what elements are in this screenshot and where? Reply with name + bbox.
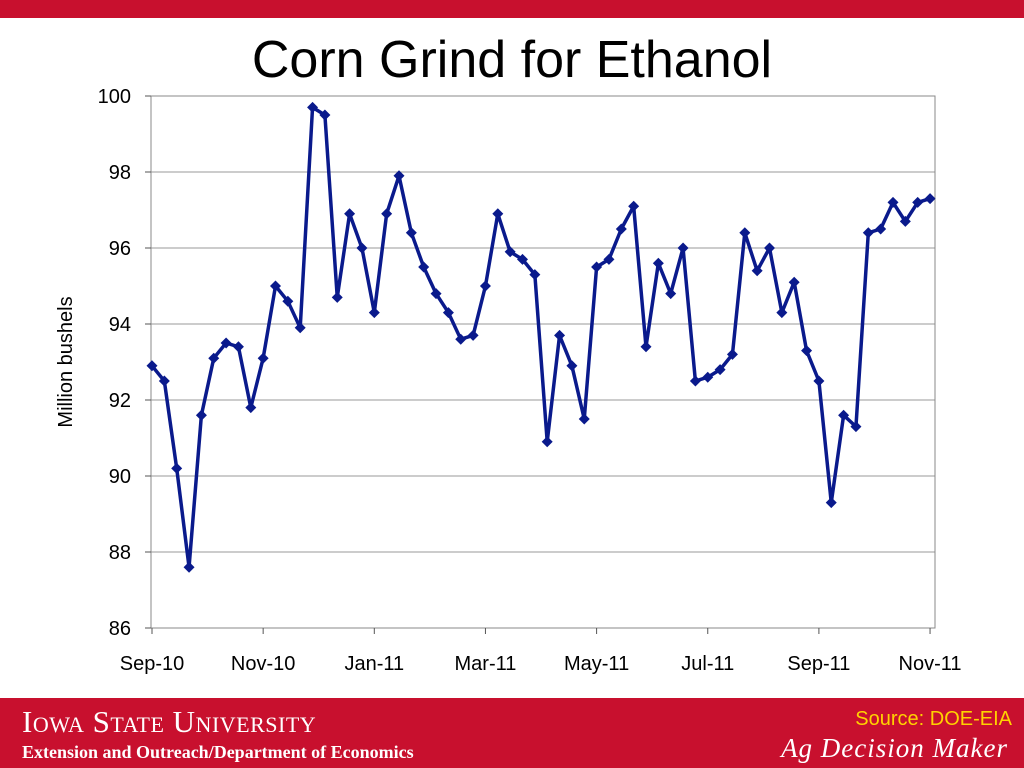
data-point: [887, 196, 899, 208]
data-point: [578, 413, 590, 425]
data-point: [146, 360, 158, 372]
series: [146, 101, 936, 573]
data-point: [442, 307, 454, 319]
data-point: [517, 253, 528, 265]
data-point: [393, 170, 405, 182]
data-point: [195, 409, 207, 421]
y-tick-label: 92: [109, 390, 131, 412]
data-point: [282, 295, 294, 307]
y-tick-label: 96: [109, 238, 131, 260]
brand-name: Ag Decision Maker: [781, 733, 1008, 763]
slide-title: Corn Grind for Ethanol: [251, 31, 773, 89]
data-point: [529, 269, 541, 281]
data-point: [344, 208, 356, 220]
data-point: [307, 101, 319, 113]
data-point: [492, 208, 504, 220]
data-point: [455, 333, 467, 345]
y-tick-label: 88: [109, 542, 131, 564]
line-chart: 86 88 90 92 94 96 98 100 Sep-10 Nov-10 Jan-11 Mar-…: [55, 86, 962, 675]
data-point: [294, 322, 306, 334]
x-tick-label: Sep-10: [120, 653, 185, 675]
data-point: [776, 307, 788, 319]
data-point: [220, 337, 232, 349]
data-point: [356, 242, 368, 254]
data-point: [541, 436, 553, 448]
x-tick-label: May-11: [564, 653, 629, 675]
data-point: [183, 561, 195, 573]
university-name: Iowa State University: [22, 704, 317, 739]
data-point: [875, 223, 887, 235]
footer-bar: [0, 698, 1024, 768]
data-point: [232, 341, 244, 353]
x-tick-label: Sep-11: [787, 653, 850, 675]
data-point: [603, 253, 615, 265]
department-name: Extension and Outreach/Department of Eco…: [22, 742, 414, 762]
data-point: [381, 208, 393, 220]
data-point: [270, 280, 281, 292]
data-point: [171, 462, 183, 474]
y-tick-label: 86: [109, 618, 131, 640]
data-point: [405, 227, 417, 239]
data-point: [912, 196, 924, 208]
data-point: [739, 227, 751, 239]
data-point: [813, 375, 825, 387]
x-axis: Sep-10 Nov-10 Jan-11 Mar-11 May-11 Jul-11 Sep-…: [120, 628, 962, 675]
data-point: [430, 288, 442, 300]
data-point: [628, 200, 640, 212]
y-tick-label: 98: [109, 162, 131, 184]
data-point: [479, 280, 491, 292]
top-accent-bar: [0, 0, 1024, 18]
data-point: [652, 257, 664, 269]
data-point: [331, 291, 343, 303]
x-tick-label: Nov-11: [899, 653, 962, 675]
data-point: [862, 227, 874, 239]
y-tick-label: 94: [109, 314, 131, 336]
series-line: [150, 105, 931, 569]
data-point: [158, 375, 170, 387]
data-point: [554, 329, 566, 341]
x-tick-label: Jan-11: [344, 653, 404, 675]
data-point: [838, 409, 850, 421]
y-axis-label: Million bushels: [55, 296, 77, 427]
data-point: [640, 341, 652, 353]
data-point: [665, 288, 677, 300]
x-tick-label: Jul-11: [681, 653, 734, 675]
y-axis: 86 88 90 92 94 96 98 100: [98, 86, 151, 640]
data-point: [726, 348, 738, 360]
data-point: [788, 276, 800, 288]
data-point: [677, 242, 689, 254]
data-point: [825, 497, 837, 509]
data-point: [615, 223, 627, 235]
data-point: [850, 421, 862, 433]
data-point: [764, 242, 775, 254]
data-point: [319, 109, 331, 121]
source-note: Source: DOE-EIA: [855, 708, 1012, 730]
x-tick-label: Nov-10: [231, 653, 295, 675]
data-point: [257, 352, 269, 364]
data-point: [245, 402, 257, 414]
data-point: [504, 246, 516, 258]
data-point: [467, 329, 479, 341]
data-point: [714, 364, 726, 376]
data-point: [702, 371, 714, 383]
data-point: [566, 360, 578, 372]
data-point: [418, 261, 430, 273]
data-point: [208, 352, 220, 364]
y-tick-label: 90: [109, 466, 131, 488]
data-point: [689, 375, 701, 387]
y-tick-label: 100: [98, 86, 131, 108]
data-point: [899, 215, 911, 227]
data-point: [924, 193, 936, 205]
x-tick-label: Mar-11: [455, 653, 517, 675]
data-point: [368, 307, 380, 319]
data-point: [751, 265, 763, 277]
data-point: [801, 345, 813, 357]
data-point: [591, 261, 603, 273]
